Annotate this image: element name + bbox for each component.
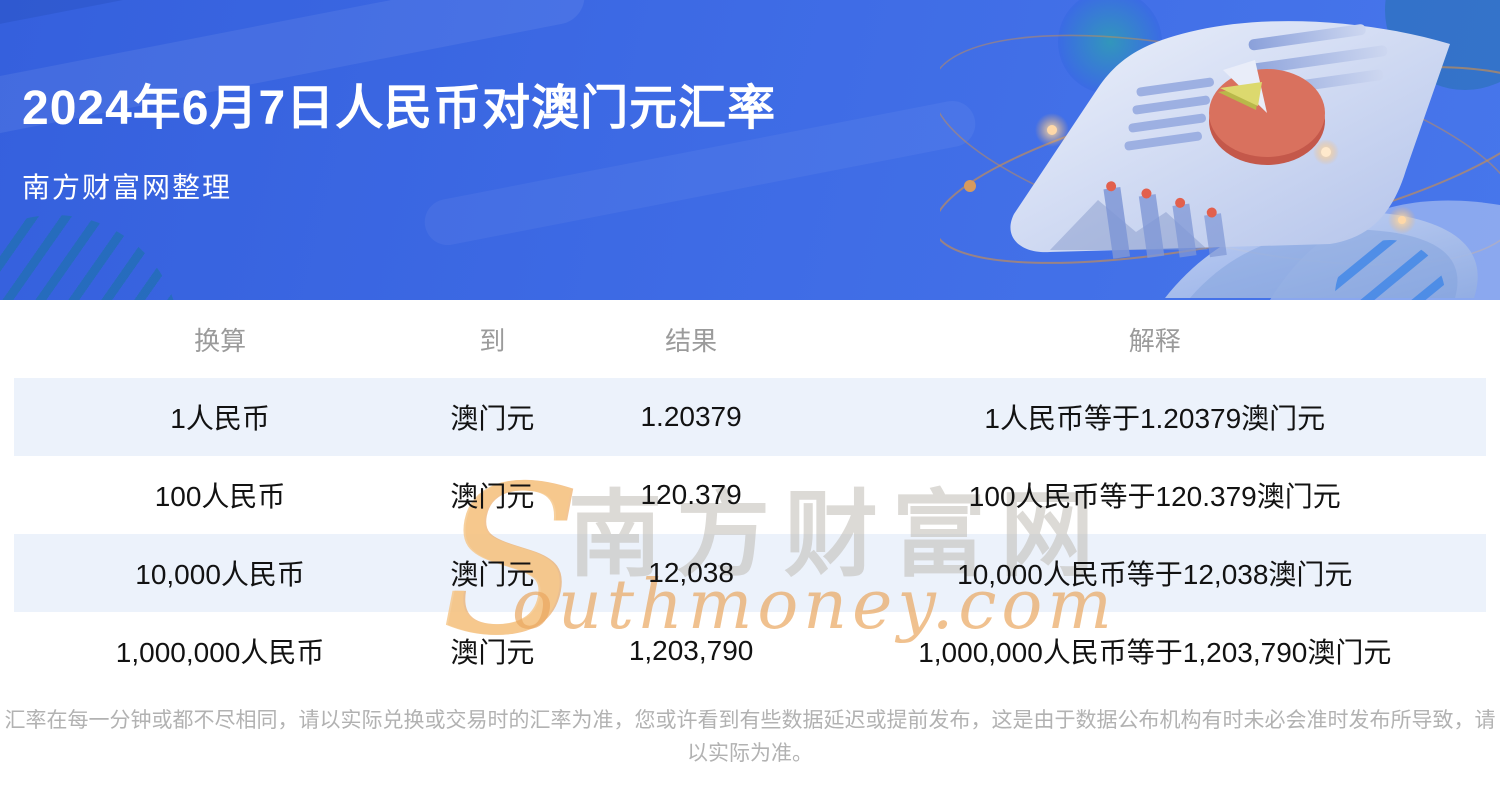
cell-explain: 1人民币等于1.20379澳门元 [984, 403, 1326, 434]
table-row: 1,000,000人民币 澳门元 1,203,790 1,000,000人民币等… [14, 612, 1486, 690]
banner: 2024年6月7日人民币对澳门元汇率 南方财富网整理 [0, 0, 1500, 300]
cell-explain: 1,000,000人民币等于1,203,790澳门元 [918, 637, 1392, 668]
striped-circle-icon [0, 215, 180, 300]
header-explain: 解释 [1128, 325, 1181, 356]
cell-to: 澳门元 [450, 403, 535, 434]
diagonal-stripe-decoration [0, 0, 151, 29]
table-row: 100人民币 澳门元 120.379 100人民币等于120.379澳门元 [14, 456, 1486, 534]
cell-convert: 1人民币 [170, 403, 270, 434]
cell-explain: 100人民币等于120.379澳门元 [968, 481, 1341, 512]
cell-convert: 1,000,000人民币 [115, 637, 325, 668]
cell-to: 澳门元 [450, 637, 535, 668]
header-convert: 换算 [194, 325, 247, 356]
cell-explain: 10,000人民币等于12,038澳门元 [957, 559, 1353, 590]
table-row: 10,000人民币 澳门元 12,038 10,000人民币等于12,038澳门… [14, 534, 1486, 612]
cell-result: 1,203,790 [628, 635, 754, 666]
header-result: 结果 [665, 325, 718, 356]
cell-result: 12,038 [648, 557, 734, 588]
cell-result: 120.379 [640, 479, 742, 510]
cell-convert: 10,000人民币 [135, 559, 305, 590]
table-row: 1人民币 澳门元 1.20379 1人民币等于1.20379澳门元 [14, 378, 1486, 456]
cell-result: 1.20379 [640, 401, 742, 432]
exchange-rate-table: S 南方财富网 outhmoney.com 换算 到 结果 解释 1人民币 澳门… [0, 300, 1500, 690]
disclaimer-text: 汇率在每一分钟或都不尽相同，请以实际兑换或交易时的汇率为准，您或许看到有些数据延… [4, 709, 1496, 765]
page-title: 2024年6月7日人民币对澳门元汇率 [22, 82, 777, 135]
financial-report-illustration-icon [940, 0, 1500, 300]
cell-to: 澳门元 [450, 559, 535, 590]
page-subtitle: 南方财富网整理 [22, 172, 233, 203]
header-to: 到 [479, 325, 506, 356]
cell-to: 澳门元 [450, 481, 535, 512]
cell-convert: 100人民币 [154, 481, 286, 512]
table-header-row: 换算 到 结果 解释 [14, 300, 1486, 378]
